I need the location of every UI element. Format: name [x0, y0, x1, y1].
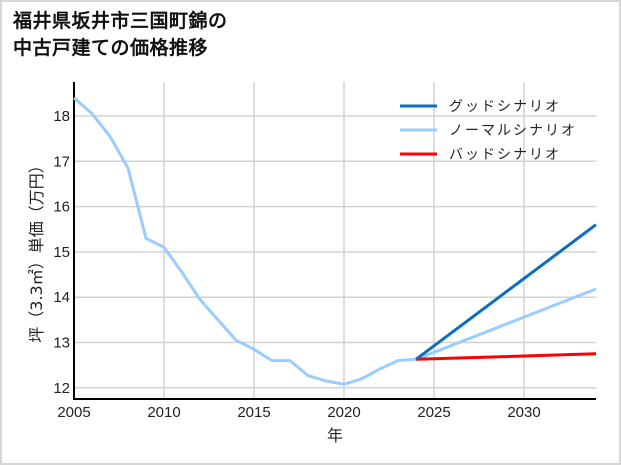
- y-tick-label: 18: [53, 108, 70, 125]
- y-tick-label: 16: [53, 199, 70, 216]
- x-axis-label: 年: [327, 426, 343, 445]
- legend-label: バッドシナリオ: [449, 147, 561, 163]
- x-tick-label: 2025: [417, 404, 450, 421]
- series-line-good: [415, 223, 597, 361]
- chart-title: 福井県坂井市三国町錦の 中古戸建ての価格推移: [13, 8, 228, 62]
- y-tick-label: 14: [53, 289, 70, 306]
- series-line-bad: [415, 352, 597, 361]
- y-tick-label: 13: [53, 335, 70, 352]
- chart-title-line2: 中古戸建ての価格推移: [13, 37, 209, 59]
- series-line-historical: [73, 96, 417, 386]
- y-tick-label: 17: [53, 153, 70, 170]
- x-tick-label: 2010: [147, 404, 180, 421]
- x-tick-label: 2030: [507, 404, 540, 421]
- legend-label: グッドシナリオ: [449, 99, 561, 115]
- legend-label: ノーマルシナリオ: [449, 123, 577, 139]
- y-tick-label: 12: [53, 380, 70, 397]
- x-tick-label: 2020: [327, 404, 360, 421]
- series-line-normal: [415, 287, 597, 361]
- chart-title-line1: 福井県坂井市三国町錦の: [13, 10, 228, 32]
- x-tick-label: 2015: [237, 404, 270, 421]
- y-tick-label: 15: [53, 244, 70, 261]
- y-axis-label: 坪（3.3㎡）単価（万円）: [27, 157, 46, 342]
- x-tick-label: 2005: [57, 404, 90, 421]
